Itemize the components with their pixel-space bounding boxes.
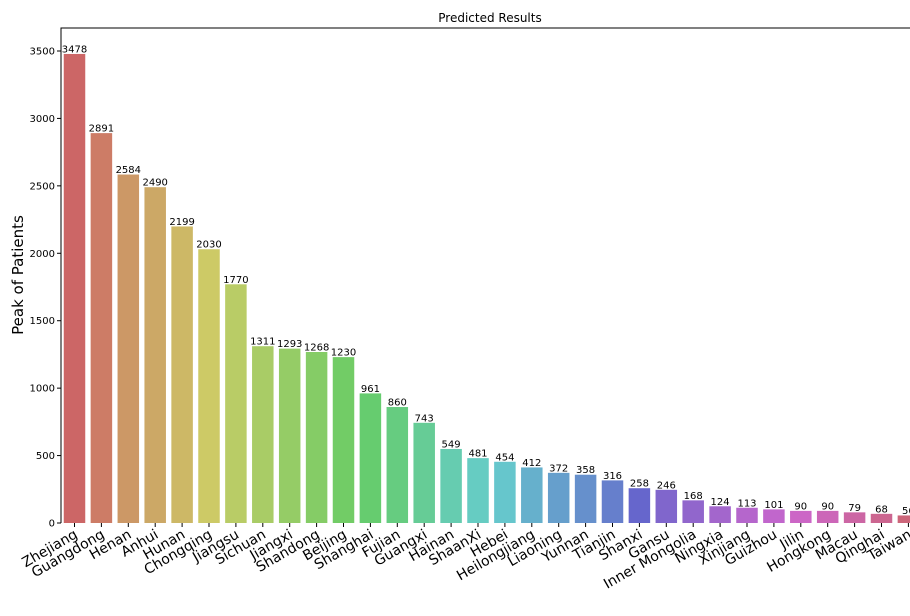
- bar-shandong: [305, 351, 328, 523]
- bars-group: [63, 53, 910, 524]
- data-label: 372: [549, 463, 568, 474]
- y-tick-label: 2500: [30, 181, 55, 192]
- bar-henan: [117, 174, 140, 523]
- data-label: 2490: [142, 178, 167, 189]
- data-label: 124: [711, 497, 730, 508]
- data-label: 68: [875, 504, 888, 515]
- data-label: 113: [737, 498, 756, 509]
- data-label: 3478: [62, 44, 87, 55]
- data-label: 246: [657, 480, 676, 491]
- bar-ningxia: [709, 506, 731, 523]
- bar-guangxi: [413, 422, 435, 523]
- data-label: 2891: [89, 124, 114, 135]
- bar-hainan: [440, 448, 462, 523]
- data-label: 2199: [169, 217, 194, 228]
- y-tick-label: 1000: [30, 384, 55, 395]
- bar-sichuan: [252, 346, 274, 523]
- data-label: 79: [848, 503, 861, 514]
- bar-anhui: [144, 187, 166, 523]
- y-tick-label: 3500: [30, 46, 55, 57]
- y-tick-label: 0: [49, 519, 55, 530]
- bar-liaoning: [547, 472, 570, 523]
- y-tick-label: 500: [36, 451, 55, 462]
- data-label: 101: [764, 500, 783, 511]
- bar-hongkong: [816, 510, 839, 523]
- data-label: 258: [630, 479, 649, 490]
- bar-beijing: [332, 357, 355, 523]
- bar-hunan: [171, 226, 193, 523]
- data-label: 743: [415, 413, 434, 424]
- bar-tianjin: [601, 480, 624, 523]
- data-label: 2030: [196, 240, 221, 251]
- data-label: 961: [361, 384, 380, 395]
- bar-inner-mongolia: [682, 500, 704, 523]
- bar-fujian: [386, 407, 409, 523]
- bar-shanxi: [628, 488, 651, 523]
- data-label: 1770: [223, 275, 248, 286]
- bar-xinjiang: [736, 507, 758, 523]
- data-label: 358: [576, 465, 595, 476]
- bar-jiangsu: [225, 284, 247, 523]
- data-label: 1293: [277, 339, 302, 350]
- bar-macau: [843, 512, 866, 523]
- y-axis-label: Peak of Patients: [9, 215, 27, 335]
- bar-gansu: [655, 489, 678, 523]
- data-label: 90: [821, 501, 834, 512]
- data-label: 412: [522, 458, 541, 469]
- y-tick-label: 3000: [30, 114, 55, 125]
- data-label: 90: [794, 501, 807, 512]
- bar-taiwan: [897, 515, 910, 523]
- bar-qinghai: [870, 513, 893, 523]
- data-label: 56: [902, 506, 910, 517]
- axes-frame: [60, 27, 910, 523]
- y-axis-ticks: 0 500 1000 1500 2000 2500 3000 3500: [30, 46, 61, 530]
- data-label: 2584: [116, 165, 141, 176]
- data-label: 454: [495, 452, 514, 463]
- bar-shanghai: [359, 393, 382, 523]
- bar-yunnan: [574, 474, 597, 523]
- x-axis-ticks: ZhejiangGuangdongHenanAnhuiHunanChongqin…: [19, 523, 910, 592]
- data-label: 316: [603, 471, 622, 482]
- bar-jilin: [790, 510, 812, 523]
- bar-guangdong: [90, 133, 113, 523]
- bar-heilongjiang: [521, 467, 543, 523]
- y-tick-label: 1500: [30, 316, 55, 327]
- data-label: 168: [684, 491, 703, 502]
- bar-chongqing: [198, 249, 220, 524]
- bar-shaanxi: [467, 458, 489, 523]
- data-label: 1268: [304, 342, 329, 353]
- data-label: 549: [442, 439, 461, 450]
- bar-zhejiang: [63, 53, 86, 524]
- data-label: 1311: [250, 337, 275, 348]
- bar-hebei: [494, 461, 516, 523]
- bar-jiangxi: [278, 348, 301, 523]
- y-tick-label: 2000: [30, 249, 55, 260]
- plot-area: [60, 27, 910, 523]
- data-label: 481: [468, 449, 487, 460]
- data-label: 860: [388, 398, 407, 409]
- chart-title: Predicted Results: [438, 11, 541, 25]
- bar-guizhou: [763, 509, 785, 523]
- data-label: 1230: [331, 348, 356, 359]
